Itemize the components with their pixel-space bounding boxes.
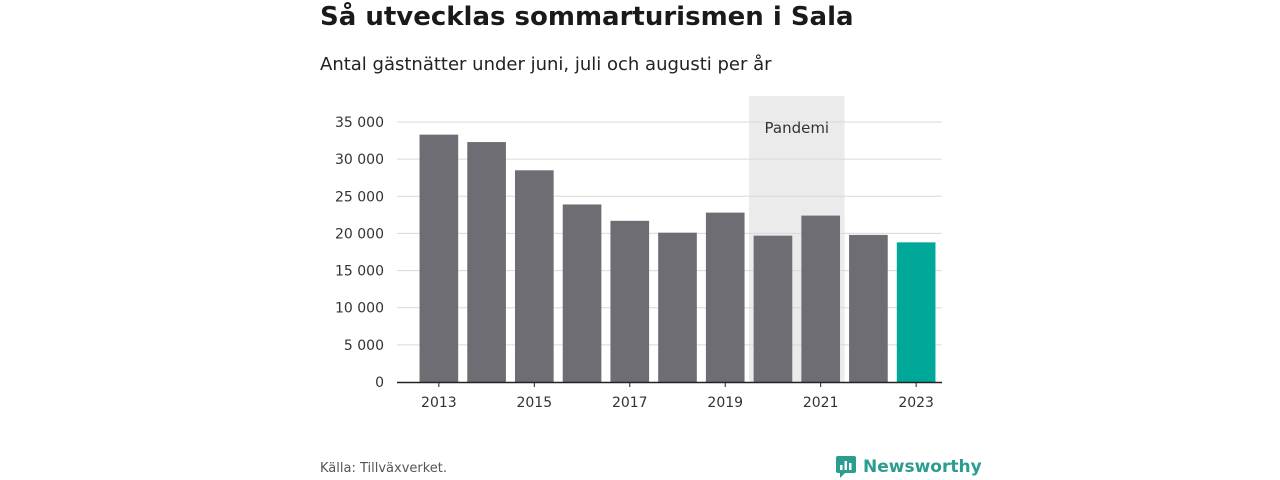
bar-2014 (467, 142, 506, 382)
annotation-label: Pandemi (765, 119, 830, 137)
y-tick-label: 20 000 (335, 226, 384, 242)
bar-2022 (849, 234, 888, 382)
x-tick-label: 2019 (707, 395, 743, 411)
brand-logo[interactable]: Newsworthy (835, 455, 982, 479)
newsworthy-logo-icon (836, 456, 856, 478)
bar-2015 (514, 170, 554, 382)
y-tick-label: 25 000 (335, 189, 384, 205)
x-tick-label: 2015 (516, 395, 552, 411)
bar-2023 (896, 242, 936, 382)
bar-2017 (610, 220, 650, 382)
bar-2016 (562, 204, 602, 382)
x-tick-label: 2013 (421, 395, 457, 411)
x-tick-label: 2017 (612, 395, 648, 411)
chart-title: Så utvecklas sommarturismen i Sala (320, 2, 854, 32)
y-tick-label: 0 (375, 375, 384, 391)
x-tick-label: 2021 (803, 395, 839, 411)
bar-2013 (419, 134, 459, 382)
source-note: Källa: Tillväxverket. (320, 461, 448, 476)
bar-2018 (658, 232, 697, 382)
brand-name: Newsworthy (863, 457, 982, 477)
bar-2021 (801, 215, 841, 382)
y-tick-label: 15 000 (335, 264, 384, 280)
x-tick-label: 2023 (898, 395, 934, 411)
y-tick-label: 5 000 (344, 338, 384, 354)
y-tick-label: 35 000 (335, 115, 384, 131)
y-tick-label: 30 000 (335, 152, 384, 168)
bar-2020 (753, 235, 793, 382)
chart-subtitle: Antal gästnätter under juni, juli och au… (320, 54, 772, 75)
y-tick-label: 10 000 (335, 301, 384, 317)
bar-2019 (705, 212, 745, 382)
